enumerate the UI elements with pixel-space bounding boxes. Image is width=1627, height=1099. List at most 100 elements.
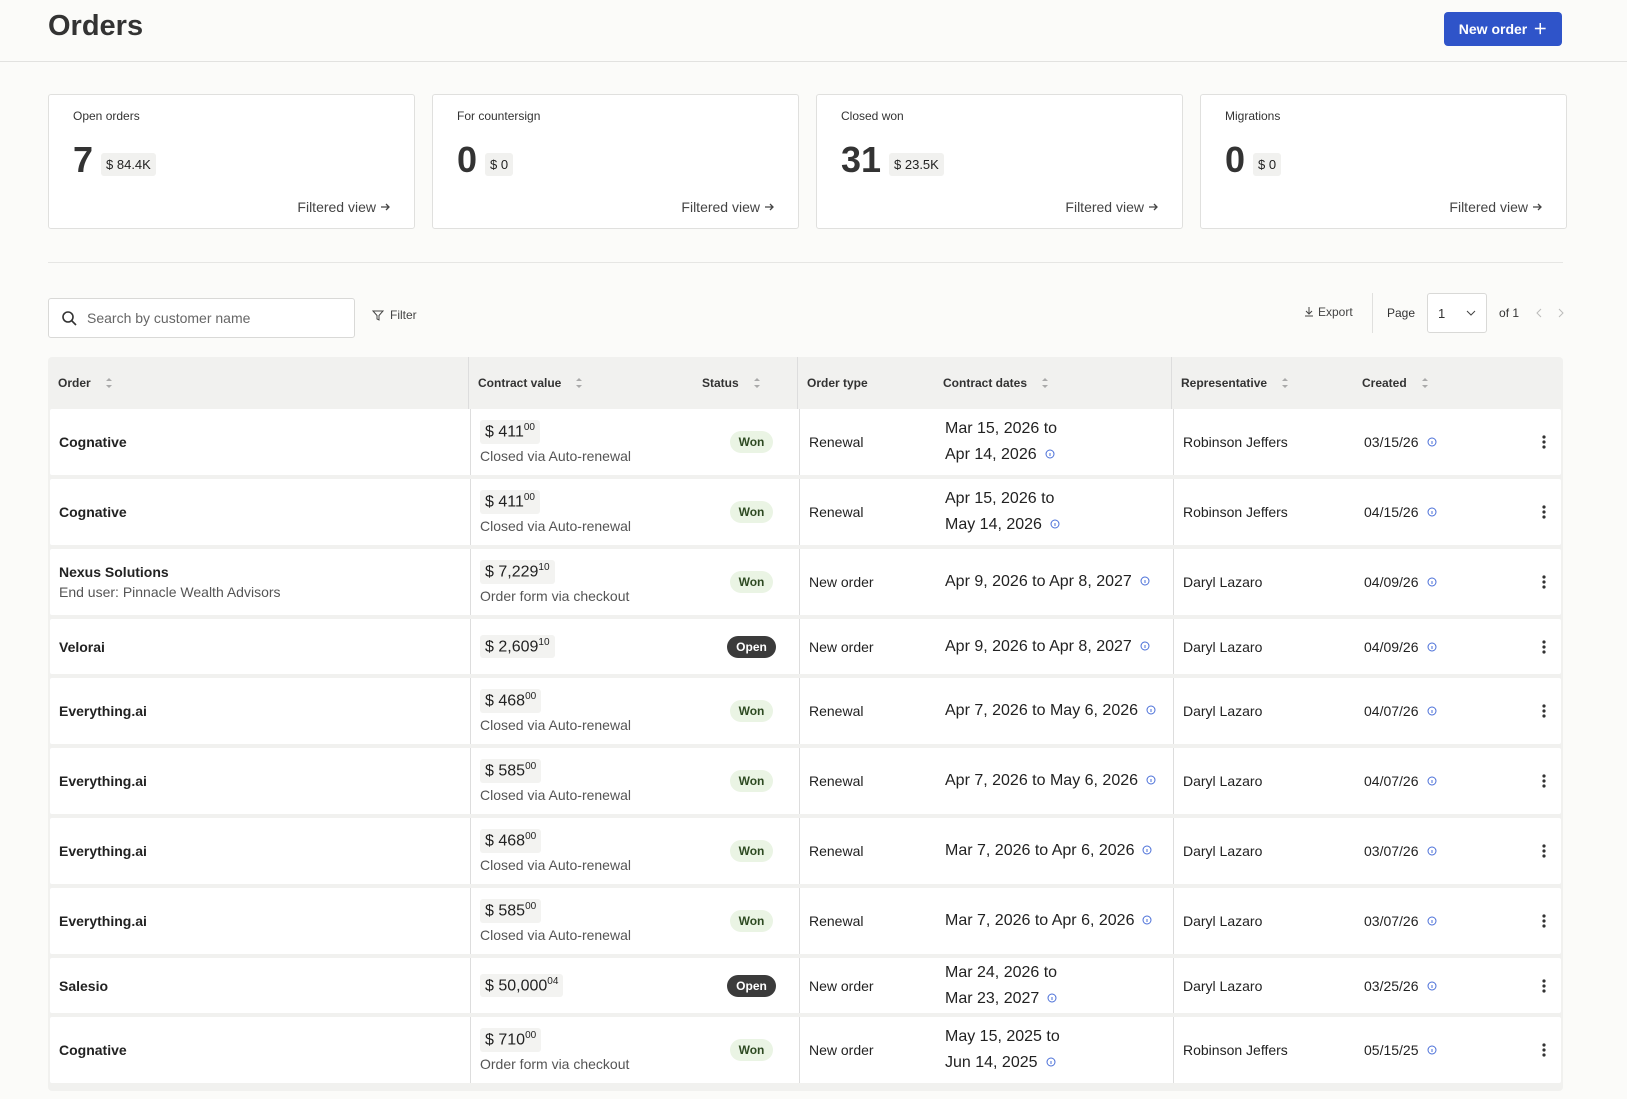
table-row[interactable]: Everything.ai $ 46800 Closed via Auto-rene… (50, 818, 1561, 884)
date-line: Apr 7, 2026 to May 6, 2026 (945, 768, 1156, 794)
column-header[interactable]: Contract value (468, 357, 693, 409)
contract-dates: Apr 9, 2026 to Apr 8, 2027 (945, 573, 1132, 590)
created-line: 03/15/26 (1364, 434, 1437, 450)
actions-cell[interactable] (1520, 549, 1565, 615)
value-note: Order form via checkout (480, 587, 630, 604)
export-button[interactable]: Export (1304, 305, 1353, 319)
order-name: Everything.ai (59, 773, 147, 789)
filter-icon (372, 310, 384, 321)
order-name: Everything.ai (59, 703, 147, 719)
table-row[interactable]: Everything.ai $ 58500 Closed via Auto-rene… (50, 888, 1561, 954)
contract-value: $ 41100 (480, 490, 540, 514)
actions-cell[interactable] (1520, 818, 1565, 884)
column-header[interactable]: Order (48, 357, 468, 409)
value-note: Order form via checkout (480, 1055, 630, 1072)
info-icon (1427, 846, 1436, 856)
actions-cell[interactable] (1520, 479, 1565, 545)
currency: $ (485, 563, 494, 581)
table-row[interactable]: Salesio $ 50,00004 Open New order Mar 24, 20… (50, 958, 1561, 1013)
filtered-view-link[interactable]: Filtered view (1065, 199, 1158, 215)
end-user: End user: Pinnacle Wealth Advisors (59, 584, 281, 600)
table-row[interactable]: Cognative $ 71000 Order form via checkout W… (50, 1017, 1561, 1083)
actions-cell[interactable] (1520, 619, 1565, 674)
rep-cell: Robinson Jeffers (1173, 409, 1355, 475)
column-header[interactable]: Created (1353, 357, 1518, 409)
created-line: 04/15/26 (1364, 504, 1437, 520)
kebab-menu (1542, 575, 1546, 589)
representative: Robinson Jeffers (1183, 1042, 1288, 1058)
contract-dates: Apr 9, 2026 to Apr 8, 2027 (945, 637, 1132, 655)
status-cell: Open (695, 958, 799, 1013)
amount: 585 (498, 762, 526, 780)
type-cell: New order (799, 958, 936, 1013)
contract-dates: May 15, 2025 to (945, 1028, 1060, 1045)
created-cell: 04/07/26 (1355, 678, 1520, 744)
column-header[interactable]: Order type (797, 357, 934, 409)
order-cell: Everything.ai (50, 818, 470, 884)
actions-cell[interactable] (1520, 888, 1565, 954)
column-header[interactable]: Contract dates (934, 357, 1171, 409)
column-header[interactable]: Status (693, 357, 797, 409)
order-type: New order (809, 638, 874, 655)
cents: 00 (525, 831, 537, 843)
filter-button[interactable]: Filter (372, 308, 417, 322)
actions-cell[interactable] (1520, 409, 1565, 475)
filtered-view-link[interactable]: Filtered view (681, 199, 774, 215)
created-date: 04/15/26 (1364, 504, 1419, 520)
rep-cell: Robinson Jeffers (1173, 1017, 1355, 1083)
status-badge: Won (729, 770, 774, 792)
rep-cell: Daryl Lazaro (1173, 549, 1355, 615)
rep-cell: Daryl Lazaro (1173, 818, 1355, 884)
contract-value: $ 46800 (480, 689, 542, 713)
divider (48, 262, 1563, 263)
sort-icon (576, 378, 583, 388)
search-input[interactable]: Search by customer name (48, 298, 355, 338)
created-cell: 03/07/26 (1355, 818, 1520, 884)
table-row[interactable]: Everything.ai $ 46800 Closed via Auto-rene… (50, 678, 1561, 744)
column-title: Order type (807, 376, 868, 390)
info-icon (1427, 437, 1436, 447)
created-date: 04/09/26 (1364, 574, 1419, 590)
export-icon (1305, 307, 1313, 317)
date-line: May 15, 2025 to (945, 1024, 1060, 1050)
table-row[interactable]: Nexus Solutions End user: Pinnacle Wealth… (50, 549, 1561, 615)
status-cell: Won (695, 479, 799, 545)
order-type: New order (809, 1042, 874, 1058)
actions-cell[interactable] (1520, 678, 1565, 744)
date-line: Mar 7, 2026 to Apr 6, 2026 (945, 838, 1152, 864)
table-row[interactable]: Cognative $ 41100 Closed via Auto-renewal W… (50, 409, 1561, 475)
cents: 10 (538, 636, 550, 648)
column-header[interactable]: Representative (1171, 357, 1353, 409)
actions-cell[interactable] (1520, 748, 1565, 814)
actions-cell[interactable] (1520, 958, 1565, 1013)
date-line: Apr 15, 2026 to (945, 486, 1054, 512)
table-row[interactable]: Velorai $ 2,60910 Open New order Apr 9, 2026… (50, 619, 1561, 674)
page-arrows[interactable] (1531, 307, 1571, 319)
amount: 585 (498, 902, 526, 920)
date-line: Mar 15, 2026 to (945, 416, 1057, 442)
filtered-view-link[interactable]: Filtered view (1449, 199, 1542, 215)
type-cell: Renewal (799, 888, 936, 954)
card-label: Migrations (1225, 109, 1281, 123)
filtered-view-link[interactable]: Filtered view (297, 199, 390, 215)
kebab-menu (1542, 914, 1546, 928)
table-row[interactable]: Everything.ai $ 58500 Closed via Auto-rene… (50, 748, 1561, 814)
page-select[interactable]: 1 (1427, 293, 1488, 333)
order-name: Salesio (59, 977, 109, 994)
created-line: 05/15/25 (1364, 1042, 1437, 1058)
cents: 00 (525, 691, 537, 703)
contract-value: $ 50,00004 (480, 973, 564, 998)
table-row[interactable]: Cognative $ 41100 Closed via Auto-renewal W… (50, 479, 1561, 545)
created-date: 03/07/26 (1364, 843, 1419, 859)
status-badge: Won (729, 501, 774, 523)
contract-value: $ 41100 (480, 420, 540, 444)
info-icon (1142, 845, 1152, 855)
currency: $ (485, 902, 494, 920)
card-label: Closed won (841, 109, 904, 123)
date-line: May 14, 2026 (945, 512, 1060, 538)
page-label: Page (1387, 306, 1416, 320)
cents: 04 (547, 975, 559, 987)
new-order-button[interactable]: New order ＋ (1444, 12, 1562, 46)
currency: $ (894, 157, 902, 172)
actions-cell[interactable] (1520, 1017, 1565, 1083)
